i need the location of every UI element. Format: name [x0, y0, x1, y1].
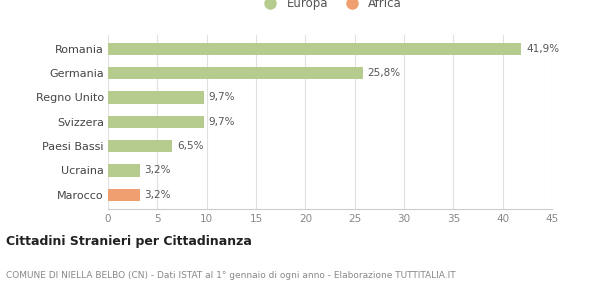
Bar [108, 91, 204, 104]
Bar [108, 67, 362, 79]
Bar [108, 189, 140, 201]
Text: 25,8%: 25,8% [367, 68, 401, 78]
Bar [108, 116, 204, 128]
Text: Cittadini Stranieri per Cittadinanza: Cittadini Stranieri per Cittadinanza [6, 235, 252, 248]
Text: 41,9%: 41,9% [526, 44, 559, 54]
Legend: Europa, Africa: Europa, Africa [253, 0, 407, 15]
Text: 6,5%: 6,5% [177, 141, 203, 151]
Bar [108, 140, 172, 152]
Text: 9,7%: 9,7% [209, 117, 235, 127]
Bar [108, 43, 521, 55]
Text: COMUNE DI NIELLA BELBO (CN) - Dati ISTAT al 1° gennaio di ogni anno - Elaborazio: COMUNE DI NIELLA BELBO (CN) - Dati ISTAT… [6, 271, 455, 280]
Bar [108, 164, 140, 177]
Text: 3,2%: 3,2% [145, 190, 171, 200]
Text: 9,7%: 9,7% [209, 93, 235, 102]
Text: 3,2%: 3,2% [145, 166, 171, 175]
